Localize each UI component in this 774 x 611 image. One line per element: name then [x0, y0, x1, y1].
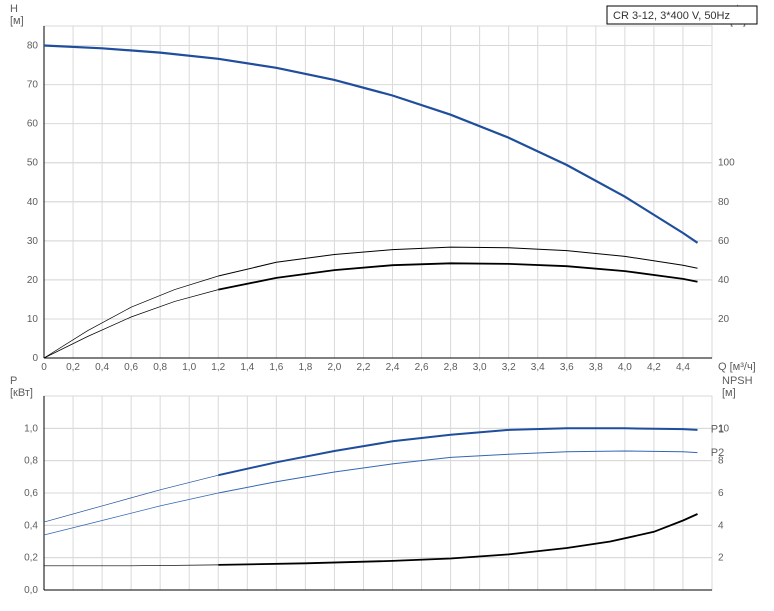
svg-text:[м]: [м]: [10, 15, 24, 27]
svg-text:70: 70: [27, 80, 39, 91]
svg-text:20: 20: [27, 275, 39, 286]
svg-text:0,6: 0,6: [124, 362, 138, 373]
svg-text:0,8: 0,8: [153, 362, 167, 373]
svg-text:0,6: 0,6: [24, 488, 38, 499]
svg-text:10: 10: [27, 314, 39, 325]
svg-text:3,4: 3,4: [531, 362, 545, 373]
svg-text:1,6: 1,6: [269, 362, 283, 373]
svg-text:2: 2: [718, 553, 724, 564]
svg-text:100: 100: [718, 158, 735, 169]
svg-text:2,6: 2,6: [415, 362, 429, 373]
svg-text:1,4: 1,4: [240, 362, 254, 373]
svg-text:1,0: 1,0: [182, 362, 196, 373]
svg-text:20: 20: [718, 314, 730, 325]
svg-text:80: 80: [718, 197, 730, 208]
svg-text:3,2: 3,2: [502, 362, 516, 373]
svg-text:3,8: 3,8: [589, 362, 603, 373]
svg-text:4: 4: [718, 520, 724, 531]
pump-curve-chart: 0 0,2 0,4 0,6 0,8 1,0 1,2 1,4 1,6 1,8 2,0 2,2 2,4 2,6…: [0, 0, 774, 611]
svg-text:1,8: 1,8: [298, 362, 312, 373]
svg-text:40: 40: [718, 275, 730, 286]
svg-text:40: 40: [27, 197, 39, 208]
svg-text:50: 50: [27, 158, 39, 169]
svg-text:CR 3-12, 3*400 V, 50Hz: CR 3-12, 3*400 V, 50Hz: [613, 10, 730, 22]
svg-text:2,8: 2,8: [444, 362, 458, 373]
svg-text:4,2: 4,2: [647, 362, 661, 373]
svg-text:6: 6: [718, 488, 724, 499]
svg-text:0: 0: [32, 353, 38, 364]
svg-text:0,8: 0,8: [24, 456, 38, 467]
svg-text:60: 60: [27, 119, 39, 130]
svg-text:3,6: 3,6: [560, 362, 574, 373]
svg-text:30: 30: [27, 236, 39, 247]
svg-text:4,4: 4,4: [676, 362, 690, 373]
svg-text:[кВт]: [кВт]: [10, 387, 33, 399]
info-box: CR 3-12, 3*400 V, 50Hz: [607, 6, 757, 24]
svg-text:2,2: 2,2: [357, 362, 371, 373]
svg-text:80: 80: [27, 41, 39, 52]
svg-text:60: 60: [718, 236, 730, 247]
svg-text:0: 0: [41, 362, 47, 373]
svg-text:4,0: 4,0: [618, 362, 632, 373]
p1-curve: [218, 428, 697, 475]
p2-curve: [218, 451, 697, 493]
svg-text:2,0: 2,0: [327, 362, 341, 373]
svg-text:[м]: [м]: [722, 387, 736, 399]
svg-text:NPSH: NPSH: [722, 375, 753, 387]
svg-text:1,2: 1,2: [211, 362, 225, 373]
svg-text:0,0: 0,0: [24, 585, 38, 596]
svg-text:0,4: 0,4: [24, 520, 38, 531]
svg-text:2,4: 2,4: [386, 362, 400, 373]
svg-text:3,0: 3,0: [473, 362, 487, 373]
svg-text:0,2: 0,2: [24, 553, 38, 564]
svg-text:H: H: [10, 3, 18, 15]
svg-text:0,4: 0,4: [95, 362, 109, 373]
svg-text:0,2: 0,2: [66, 362, 80, 373]
chart-svg: 0 0,2 0,4 0,6 0,8 1,0 1,2 1,4 1,6 1,8 2,0 2,2 2,4 2,6…: [0, 0, 774, 611]
series-label-p2: P2: [711, 447, 724, 459]
svg-text:Q [м³/ч]: Q [м³/ч]: [718, 361, 756, 373]
series-label-p1: P1: [711, 423, 724, 435]
svg-text:1,0: 1,0: [24, 423, 38, 434]
head-curve: [44, 46, 698, 243]
svg-text:P: P: [10, 375, 17, 387]
